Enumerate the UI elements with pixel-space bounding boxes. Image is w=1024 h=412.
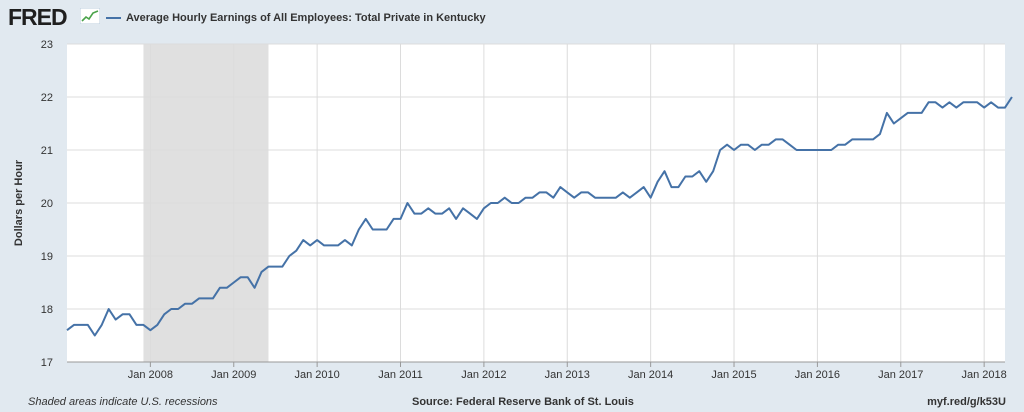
chart-legend: Average Hourly Earnings of All Employees… bbox=[106, 11, 486, 25]
series-line[interactable] bbox=[66, 96, 1013, 337]
y-tick-label: 18 bbox=[41, 304, 53, 316]
y-axis: 17 18 19 20 21 22 23 bbox=[41, 39, 53, 369]
y-tick-label: 17 bbox=[41, 357, 53, 369]
y-tick-label: 19 bbox=[41, 251, 53, 263]
y-tick-label: 22 bbox=[41, 92, 53, 104]
legend-swatch bbox=[106, 17, 121, 19]
x-tick-label: Jan 2012 bbox=[461, 369, 506, 381]
x-tick-label: Jan 2008 bbox=[128, 369, 173, 381]
recession-note: Shaded areas indicate U.S. recessions bbox=[28, 396, 218, 408]
source-text: Source: Federal Reserve Bank of St. Loui… bbox=[412, 396, 634, 408]
x-tick-label: Jan 2011 bbox=[378, 369, 422, 381]
line-chart-icon bbox=[80, 8, 100, 24]
y-tick-label: 21 bbox=[41, 145, 53, 157]
chart-header: FRED Average Hourly Earnings of All Empl… bbox=[0, 0, 1024, 36]
x-tick-label: Jan 2017 bbox=[878, 369, 923, 381]
x-tick-label: Jan 2010 bbox=[295, 369, 340, 381]
legend-label: Average Hourly Earnings of All Employees… bbox=[126, 12, 486, 24]
x-tick-label: Jan 2014 bbox=[628, 369, 673, 381]
x-tick-label: Jan 2018 bbox=[962, 369, 1007, 381]
y-tick-label: 20 bbox=[41, 198, 53, 210]
series-layer bbox=[66, 96, 1013, 337]
x-tick-label: Jan 2009 bbox=[211, 369, 256, 381]
y-axis-label: Dollars per Hour bbox=[13, 159, 25, 246]
fred-logo[interactable]: FRED bbox=[8, 4, 68, 30]
y-tick-label: 23 bbox=[41, 39, 53, 51]
short-link[interactable]: myf.red/g/k53U bbox=[927, 396, 1006, 408]
x-tick-label: Jan 2016 bbox=[795, 369, 840, 381]
x-axis: Jan 2008 Jan 2009 Jan 2010 Jan 2011 Jan 2012… bbox=[67, 361, 1007, 381]
x-tick-label: Jan 2015 bbox=[711, 369, 756, 381]
x-tick-label: Jan 2013 bbox=[545, 369, 590, 381]
